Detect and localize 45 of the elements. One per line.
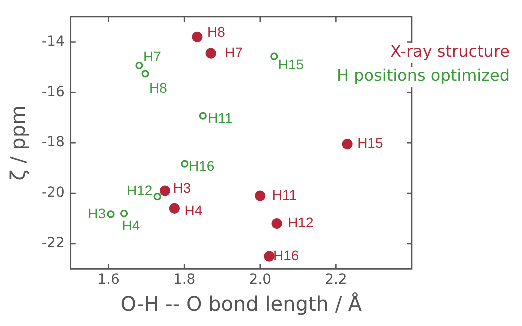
point <box>270 52 278 60</box>
x-tick-label: 2.0 <box>249 272 272 288</box>
point <box>192 32 203 42</box>
annotation: H4 <box>184 202 203 219</box>
point <box>136 62 144 70</box>
y-tick-label: -20 <box>42 185 65 202</box>
annotation: H8 <box>207 24 226 40</box>
annotation: H4 <box>122 218 140 234</box>
x-tick-label: 1.6 <box>98 272 120 288</box>
point <box>181 160 189 168</box>
annotation: H15 <box>278 56 304 72</box>
point <box>160 186 171 196</box>
point <box>154 193 162 201</box>
point <box>206 48 216 59</box>
point <box>142 70 150 78</box>
annotation: H7 <box>143 48 162 65</box>
annotation: H15 <box>358 135 384 152</box>
annotation: H7 <box>225 44 244 60</box>
y-tick-label: -18 <box>42 134 65 151</box>
annotation: H12 <box>126 182 153 199</box>
annotation: H16 <box>273 247 300 264</box>
x-tick-label: 2.2 <box>325 272 348 288</box>
point <box>272 218 282 230</box>
annotation: H11 <box>272 186 298 203</box>
text: X-ray structure <box>390 42 510 62</box>
y-axis-title: ζ / ppm <box>6 105 30 181</box>
y-tick-label: -14 <box>42 34 65 50</box>
annotation: H3 <box>173 180 192 196</box>
x-tick-label: 1.8 <box>173 272 196 288</box>
point <box>107 210 115 218</box>
annotation: H8 <box>150 80 168 96</box>
point <box>342 139 353 150</box>
point <box>120 210 128 218</box>
text: H positions optimized <box>336 66 510 86</box>
point <box>264 251 275 262</box>
y-tick-label: -16 <box>42 84 65 100</box>
annotation: H11 <box>208 110 234 126</box>
point <box>255 190 266 202</box>
point <box>199 112 207 120</box>
point <box>169 203 180 214</box>
x-axis-title: O-H -- O bond length / Å <box>120 292 362 316</box>
annotation: H16 <box>188 158 215 174</box>
annotation: H3 <box>88 205 106 222</box>
annotation: H12 <box>288 214 314 231</box>
y-tick-label: -22 <box>42 236 65 252</box>
